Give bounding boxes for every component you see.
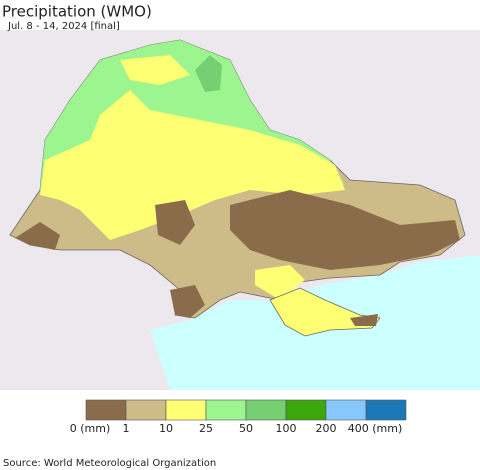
legend-swatch — [285, 399, 327, 421]
legend: 0 (mm) 1 10 25 50 100 200 400 (mm) — [70, 399, 407, 435]
zone-10-south — [255, 265, 305, 300]
legend-swatch — [125, 399, 167, 421]
legend-swatch — [85, 399, 127, 421]
legend-label: 50 — [239, 422, 253, 435]
zone-0-east — [230, 190, 460, 270]
zone-10-north — [120, 55, 190, 85]
zone-0-west — [15, 222, 60, 250]
legend-label: 10 — [159, 422, 173, 435]
legend-swatch — [245, 399, 287, 421]
subtitle: Jul. 8 - 14, 2024 [final] — [7, 21, 120, 32]
legend-label: 200 — [316, 422, 337, 435]
legend-label: 0 (mm) — [70, 422, 111, 435]
legend-label: 1 — [123, 422, 130, 435]
zone-10 — [40, 90, 345, 240]
zone-0-south — [170, 285, 205, 318]
zone-0-center — [155, 200, 195, 245]
legend-label: 100 — [276, 422, 297, 435]
legend-swatch — [325, 399, 367, 421]
zone-0-crimea — [350, 314, 378, 326]
title: Precipitation (WMO) — [2, 3, 152, 21]
legend-swatch — [365, 399, 407, 421]
legend-swatch — [165, 399, 207, 421]
map — [0, 30, 480, 390]
source: Source: World Meteorological Organizatio… — [3, 458, 216, 469]
legend-label: 25 — [199, 422, 213, 435]
zone-50 — [195, 55, 222, 92]
legend-swatch — [205, 399, 247, 421]
legend-label: 400 (mm) — [348, 422, 403, 435]
